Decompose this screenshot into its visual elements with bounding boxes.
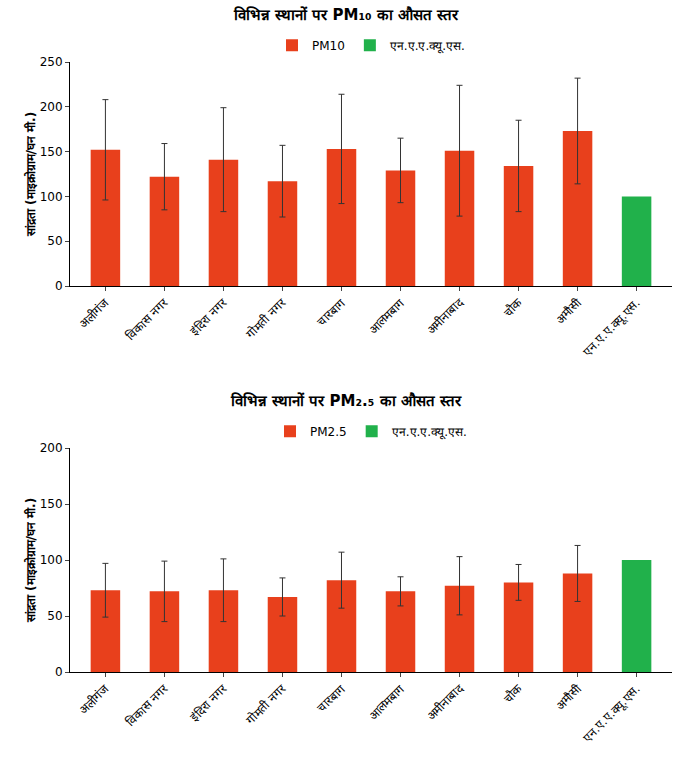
svg-text:सांद्रता (माइक्रोग्राम/घन मी.): सांद्रता (माइक्रोग्राम/घन मी.) [24, 112, 38, 237]
svg-text:एन.ए.ए.क्यू.एस.: एन.ए.ए.क्यू.एस. [580, 296, 644, 360]
svg-text:0: 0 [55, 665, 63, 679]
svg-text:चौक: चौक [501, 295, 526, 320]
svg-text:अमौसी: अमौसी [553, 295, 585, 327]
svg-text:गोमती नगर: गोमती नगर [244, 295, 290, 341]
svg-text:चारबाग: चारबाग [315, 296, 348, 329]
svg-text:100: 100 [40, 190, 63, 204]
svg-text:अमीनाबाद: अमीनाबाद [424, 295, 466, 337]
svg-text:इंदिरा नगर: इंदिरा नगर [188, 295, 231, 338]
svg-text:विकास नगर: विकास नगर [124, 295, 172, 343]
svg-text:200: 200 [40, 100, 63, 114]
svg-text:इंदिरा नगर: इंदिरा नगर [188, 681, 231, 724]
svg-text:अलीगंज: अलीगंज [76, 681, 112, 717]
svg-text:150: 150 [40, 145, 63, 159]
svg-text:सांद्रता (माइक्रोग्राम/घन मी.): सांद्रता (माइक्रोग्राम/घन मी.) [24, 498, 38, 623]
svg-text:एन.ए.ए.क्यू.एस.: एन.ए.ए.क्यू.एस. [392, 425, 467, 440]
svg-text:150: 150 [40, 497, 63, 511]
svg-text:50: 50 [47, 609, 62, 623]
svg-text:200: 200 [40, 441, 63, 455]
svg-text:विभिन्न स्थानों पर PM₁₀ का औसत: विभिन्न स्थानों पर PM₁₀ का औसत स्तर [233, 6, 459, 24]
svg-text:चौक: चौक [501, 681, 526, 706]
svg-text:विकास नगर: विकास नगर [124, 681, 172, 729]
svg-text:अलीगंज: अलीगंज [76, 295, 112, 331]
svg-text:गोमती नगर: गोमती नगर [244, 681, 290, 727]
svg-text:100: 100 [40, 553, 63, 567]
svg-text:50: 50 [47, 234, 62, 248]
svg-text:0: 0 [55, 279, 63, 293]
svg-text:चारबाग: चारबाग [315, 682, 348, 715]
svg-text:अमीनाबाद: अमीनाबाद [424, 681, 466, 723]
svg-text:अमौसी: अमौसी [553, 681, 585, 713]
svg-text:250: 250 [40, 55, 63, 69]
svg-text:PM10: PM10 [312, 39, 345, 53]
svg-text:आलमबाग: आलमबाग [366, 682, 407, 723]
svg-text:विभिन्न स्थानों पर PM₂.₅ का औस: विभिन्न स्थानों पर PM₂.₅ का औसत स्तर [230, 392, 462, 410]
svg-text:PM2.5: PM2.5 [310, 425, 347, 439]
svg-text:एन.ए.ए.क्यू.एस.: एन.ए.ए.क्यू.एस. [580, 682, 644, 746]
svg-text:एन.ए.ए.क्यू.एस.: एन.ए.ए.क्यू.एस. [390, 39, 465, 54]
svg-text:आलमबाग: आलमबाग [366, 296, 407, 337]
